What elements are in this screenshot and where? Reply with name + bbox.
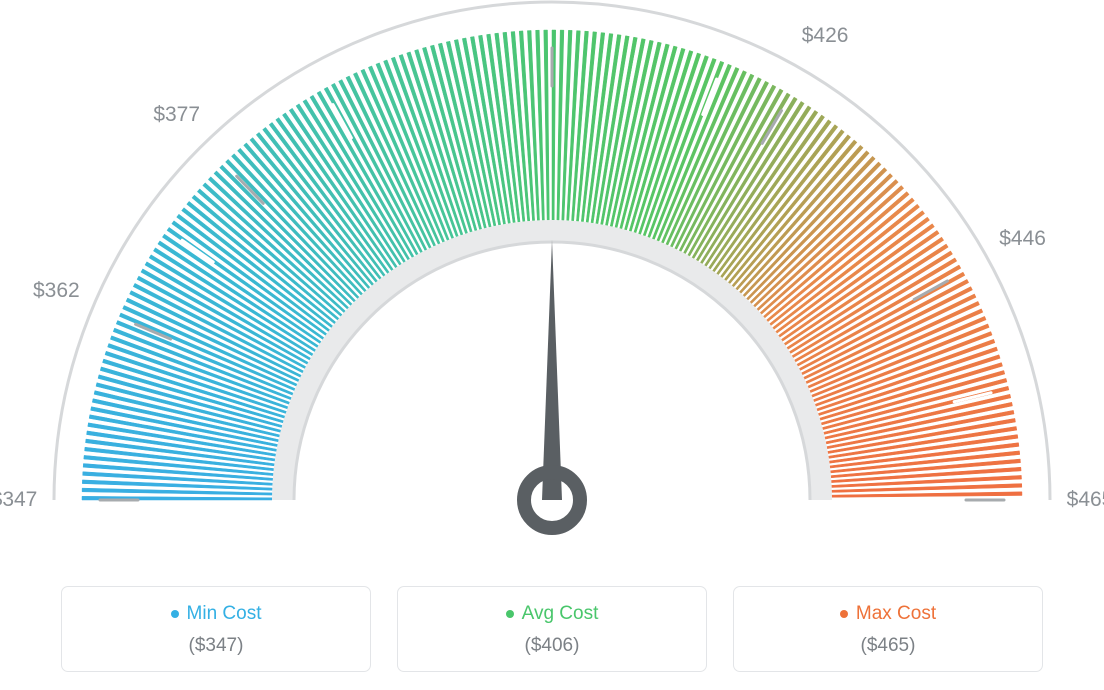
gauge-tick-label: $426	[802, 24, 849, 48]
legend-card-avg: Avg Cost ($406)	[397, 586, 707, 672]
gauge-tick-label: $347	[0, 488, 37, 512]
legend-value-min: ($347)	[72, 635, 360, 657]
legend-row: Min Cost ($347) Avg Cost ($406) Max Cost…	[0, 586, 1104, 672]
legend-label-min: Min Cost	[187, 603, 262, 625]
legend-dot-min	[171, 610, 179, 618]
legend-value-max: ($465)	[744, 635, 1032, 657]
legend-dot-avg	[506, 610, 514, 618]
gauge-tick-label: $446	[999, 227, 1046, 251]
legend-dot-max	[840, 610, 848, 618]
legend-label-avg: Avg Cost	[522, 603, 599, 625]
legend-title-avg: Avg Cost	[506, 603, 599, 625]
gauge-tick-label: $362	[33, 279, 80, 303]
legend-title-min: Min Cost	[171, 603, 262, 625]
legend-title-max: Max Cost	[840, 603, 936, 625]
legend-card-max: Max Cost ($465)	[733, 586, 1043, 672]
gauge-tick-label: $377	[153, 103, 200, 127]
legend-label-max: Max Cost	[856, 603, 936, 625]
gauge-tick-label: $465	[1067, 488, 1104, 512]
gauge-svg	[0, 0, 1104, 560]
legend-value-avg: ($406)	[408, 635, 696, 657]
gauge-chart: $347$362$377$406$426$446$465	[0, 0, 1104, 560]
legend-card-min: Min Cost ($347)	[61, 586, 371, 672]
